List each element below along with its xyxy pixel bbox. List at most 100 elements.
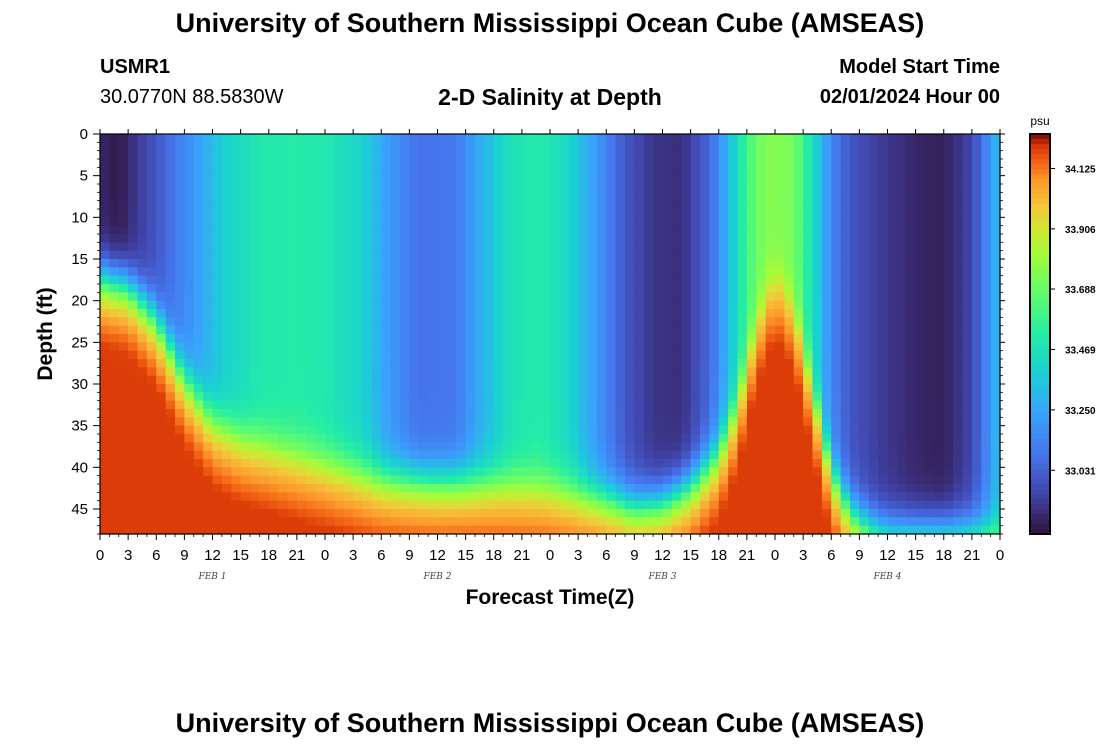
heatmap-cell — [231, 475, 242, 485]
heatmap-cell — [953, 375, 964, 385]
heatmap-cell — [109, 459, 120, 468]
heatmap-cell — [118, 417, 129, 427]
heatmap-cell — [915, 250, 926, 260]
heatmap-cell — [381, 517, 392, 527]
heatmap-cell — [156, 425, 167, 435]
heatmap-cell — [109, 375, 120, 385]
heatmap-cell — [596, 350, 607, 360]
heatmap-cell — [718, 142, 729, 152]
heatmap-cell — [700, 434, 710, 443]
heatmap-cell — [381, 425, 392, 435]
heatmap-cell — [887, 517, 898, 527]
heatmap-cell — [962, 434, 973, 443]
heatmap-cell — [175, 300, 185, 310]
heatmap-cell — [315, 167, 326, 177]
heatmap-cell — [784, 367, 795, 377]
heatmap-cell — [437, 284, 448, 293]
heatmap-cell — [521, 209, 532, 218]
heatmap-cell — [878, 275, 889, 285]
heatmap-cell — [212, 484, 223, 493]
heatmap-cell — [306, 384, 317, 393]
heatmap-cell — [990, 375, 1001, 385]
heatmap-cell — [643, 417, 654, 427]
heatmap-cell — [475, 434, 485, 443]
heatmap-cell — [456, 500, 467, 510]
heatmap-cell — [925, 434, 935, 443]
heatmap-cell — [671, 209, 682, 218]
heatmap-cell — [681, 450, 692, 460]
heatmap-cell — [371, 192, 382, 202]
heatmap-cell — [193, 417, 204, 427]
heatmap-cell — [193, 492, 204, 502]
heatmap-cell — [540, 167, 551, 177]
heatmap-cell — [109, 242, 120, 252]
heatmap-cell — [259, 300, 270, 310]
heatmap-cell — [653, 267, 664, 277]
heatmap-cell — [250, 259, 260, 268]
heatmap-cell — [634, 442, 645, 452]
heatmap-cell — [362, 267, 373, 277]
heatmap-cell — [221, 250, 232, 260]
heatmap-cell — [653, 384, 664, 393]
heatmap-cell — [118, 359, 129, 368]
heatmap-cell — [634, 259, 645, 268]
heatmap-cell — [240, 492, 251, 502]
x-tick-label: 3 — [124, 547, 132, 564]
heatmap-cell — [831, 400, 842, 410]
heatmap-cell — [296, 459, 307, 468]
heatmap-cell — [437, 150, 448, 160]
heatmap-cell — [353, 417, 364, 427]
heatmap-cell — [306, 150, 317, 160]
heatmap-cell — [653, 500, 664, 510]
heatmap-cell — [146, 134, 157, 143]
heatmap-cell — [250, 434, 260, 443]
heatmap-cell — [540, 359, 551, 368]
heatmap-cell — [700, 309, 710, 318]
heatmap-cell — [681, 259, 692, 268]
heatmap-cell — [175, 392, 185, 402]
heatmap-cell — [821, 500, 832, 510]
heatmap-cell — [587, 450, 598, 460]
heatmap-cell — [400, 492, 410, 502]
heatmap-cell — [606, 150, 617, 160]
heatmap-cell — [831, 450, 842, 460]
heatmap-cell — [334, 334, 345, 343]
heatmap-cell — [981, 500, 992, 510]
heatmap-cell — [193, 500, 204, 510]
heatmap-cell — [371, 134, 382, 143]
heatmap-cell — [493, 400, 504, 410]
heatmap-cell — [484, 167, 495, 177]
heatmap-cell — [203, 375, 214, 385]
heatmap-cell — [887, 259, 898, 268]
heatmap-cell — [821, 309, 832, 318]
heatmap-cell — [193, 484, 204, 493]
heatmap-cell — [493, 267, 504, 277]
heatmap-cell — [268, 434, 279, 443]
heatmap-cell — [175, 334, 185, 343]
heatmap-cell — [915, 217, 926, 227]
heatmap-cell — [371, 309, 382, 318]
heatmap-cell — [371, 334, 382, 343]
heatmap-cell — [400, 384, 410, 393]
heatmap-cell — [971, 525, 982, 535]
heatmap-cell — [540, 284, 551, 293]
heatmap-cell — [756, 200, 767, 210]
heatmap-cell — [850, 525, 860, 535]
x-tick-label: 6 — [602, 547, 610, 564]
heatmap-cell — [259, 509, 270, 518]
heatmap-cell — [203, 300, 214, 310]
heatmap-cell — [512, 500, 523, 510]
heatmap-cell — [418, 242, 429, 252]
heatmap-cell — [118, 484, 129, 493]
heatmap-cell — [718, 284, 729, 293]
heatmap-cell — [671, 317, 682, 327]
heatmap-cell — [765, 334, 776, 343]
heatmap-cell — [137, 184, 148, 193]
heatmap-cell — [981, 309, 992, 318]
heatmap-cell — [315, 484, 326, 493]
heatmap-cell — [850, 367, 860, 377]
heatmap-cell — [831, 175, 842, 185]
heatmap-cell — [221, 450, 232, 460]
heatmap-cell — [231, 325, 242, 335]
heatmap-cell — [990, 450, 1001, 460]
